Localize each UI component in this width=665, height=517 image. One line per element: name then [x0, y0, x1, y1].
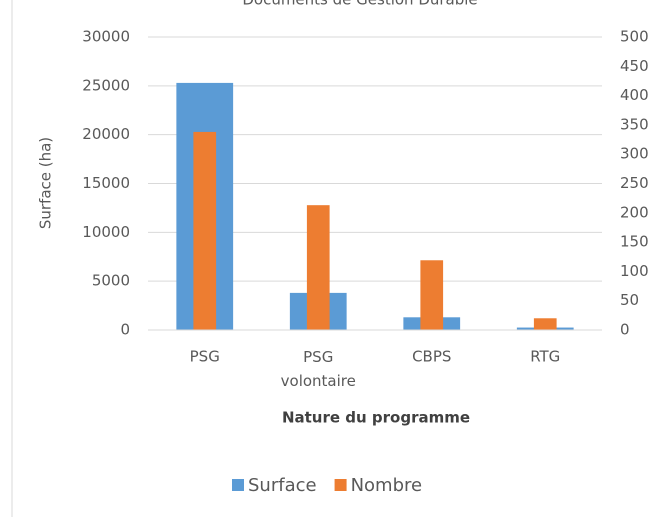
y2-tick-label: 500	[620, 28, 649, 46]
y-tick-label: 0	[120, 321, 130, 339]
y2-tick-label: 250	[620, 174, 649, 192]
x-tick-label: PSG volontaire	[281, 348, 356, 390]
y-tick-label: 10000	[82, 223, 130, 241]
bar	[193, 131, 217, 330]
y2-tick-label: 400	[620, 86, 649, 104]
y-tick-label: 30000	[82, 28, 130, 46]
legend-swatch	[334, 479, 347, 491]
y-tick-label: 5000	[92, 272, 130, 290]
legend-swatch	[232, 479, 244, 491]
bar	[306, 205, 330, 330]
y-tick-label: 25000	[82, 76, 130, 94]
y2-tick-label: 300	[620, 145, 649, 163]
x-tick-label: CBPS	[412, 348, 451, 366]
y2-tick-label: 200	[620, 203, 649, 221]
x-tick-label: PSG	[190, 348, 220, 366]
y2-tick-label: 150	[620, 233, 649, 251]
y2-tick-label: 350	[620, 115, 649, 133]
bar	[533, 318, 557, 330]
legend-label: Surface	[248, 475, 317, 496]
x-tick-label: RTG	[530, 348, 560, 366]
y-tick-label: 20000	[82, 125, 130, 143]
x-axis-title: Nature du programme	[282, 409, 470, 427]
y2-tick-label: 0	[620, 321, 630, 339]
y-tick-label: 15000	[82, 174, 130, 192]
chart-title: Documents de Gestion Durable	[242, 0, 477, 9]
y2-tick-label: 100	[620, 262, 649, 280]
y2-tick-label: 50	[620, 291, 639, 309]
y-axis-title: Surface (ha)	[37, 137, 55, 229]
y2-tick-label: 450	[620, 57, 649, 75]
bar	[420, 260, 444, 330]
legend-label: Nombre	[351, 475, 423, 496]
